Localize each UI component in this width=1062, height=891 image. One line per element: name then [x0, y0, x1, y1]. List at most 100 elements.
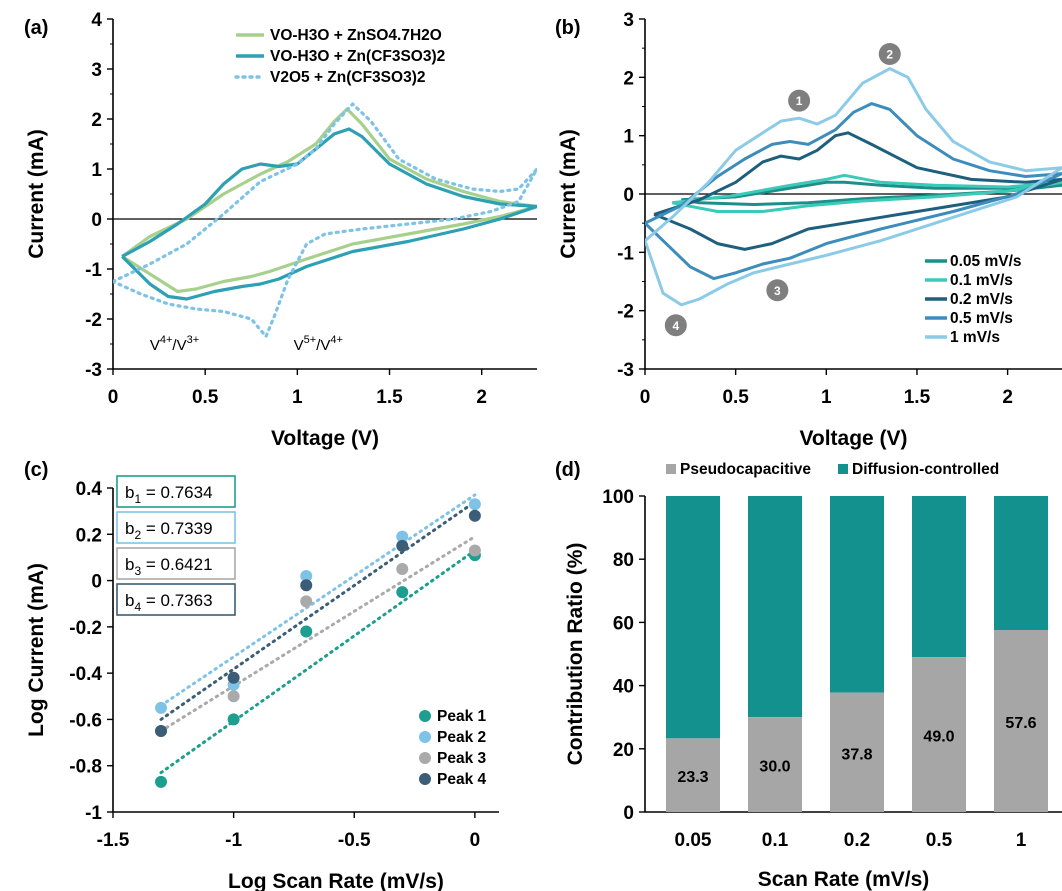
legend-marker [419, 731, 431, 743]
b-symbol: b [125, 483, 134, 502]
y-tick-label: 0 [623, 185, 634, 206]
y-tick-label: 0.4 [76, 479, 103, 500]
x-axis-label: Voltage (V) [799, 427, 907, 450]
bar-diffusion-controlled [830, 496, 884, 693]
peak-marker-badge [766, 279, 789, 302]
cv-curve-2 [121, 127, 537, 301]
annotation-part: V [294, 337, 304, 354]
legend-label: 0.1 mV/s [950, 272, 1013, 289]
annotation-part: /V [316, 337, 330, 354]
b-value-box [116, 583, 236, 616]
legend-marker [419, 752, 431, 764]
cv-curve-rate-4 [645, 102, 1062, 281]
b-value-text: b4 = 0.7363 [125, 591, 213, 614]
x-tick-label: 0.05 [675, 830, 712, 851]
y-tick-label: -2 [85, 310, 102, 331]
bar-diffusion-controlled [994, 496, 1048, 630]
y-tick-label: -0.8 [69, 757, 102, 778]
peak-marker-label: 4 [672, 319, 679, 333]
b-subscript: 4 [134, 600, 141, 614]
x-tick-label: 1.5 [904, 387, 931, 408]
y-axis-label: Contribution Ratio (%) [564, 543, 587, 766]
b-subscript: 2 [134, 528, 141, 542]
b-value: 0.6421 [161, 555, 213, 574]
y-tick-label: 0.2 [76, 525, 102, 546]
data-point-peak-4 [155, 725, 168, 737]
y-tick-label: 1 [91, 160, 102, 181]
x-axis-label: Log Scan Rate (mV/s) [228, 870, 444, 891]
data-point-peak-2 [300, 569, 313, 582]
cv-curve-rate-3 [653, 131, 1062, 251]
legend-label: Pseudocapacitive [680, 461, 811, 478]
cv-curve-rate-5 [645, 67, 1062, 307]
data-point-peak-3 [468, 544, 481, 557]
cv-curve-3 [113, 102, 537, 339]
panel-label: (a) [24, 17, 48, 39]
bar-pseudocapacitive [666, 738, 720, 812]
x-tick-label: 1 [821, 387, 832, 408]
b-value-text: b3 = 0.6421 [125, 555, 213, 578]
y-tick-label: 2 [623, 68, 634, 89]
y-tick-label: 20 [613, 740, 634, 761]
y-tick-label: -3 [85, 360, 102, 381]
x-tick-label: 0.2 [844, 830, 870, 851]
legend-label: 0.2 mV/s [950, 291, 1013, 308]
panel-label: (c) [24, 459, 48, 481]
x-tick-label: 0 [470, 830, 481, 851]
bar-diffusion-controlled [748, 496, 802, 718]
legend-swatch [838, 464, 848, 474]
y-tick-label: 0 [623, 803, 634, 824]
y-tick-label: 1 [623, 127, 634, 148]
y-tick-label: 3 [91, 60, 102, 81]
b-value: 0.7634 [161, 483, 213, 502]
b-subscript: 3 [134, 564, 141, 578]
redox-annotation: V4+/V3+ [150, 334, 199, 354]
bar-data-label: 57.6 [1005, 715, 1036, 732]
y-tick-label: 100 [602, 487, 634, 508]
data-point-peak-4 [468, 509, 481, 522]
annotation-part: /V [172, 337, 186, 354]
annotation-part: 4+ [160, 334, 173, 346]
y-tick-label: -3 [617, 360, 634, 381]
peak-marker-badge [664, 314, 687, 337]
legend-label: Peak 2 [437, 729, 486, 746]
annotation-part: 4+ [330, 334, 343, 346]
data-point-peak-1 [300, 625, 313, 638]
annotation-part: 5+ [304, 334, 317, 346]
panel-b: (b) -3 -2 -1 0 1 2 3 0 0.5 1 1.5 2 Voltage (V) Current… [555, 10, 1062, 450]
x-axis-label: Voltage (V) [271, 427, 379, 450]
b-equals: = [141, 555, 160, 574]
data-point-peak-1 [155, 775, 168, 788]
legend-label: 0.05 mV/s [950, 253, 1022, 270]
data-point-peak-2 [155, 701, 168, 714]
y-tick-label: -1 [617, 243, 634, 264]
y-tick-label: 0 [91, 572, 102, 593]
fit-line-peak-1 [159, 548, 477, 775]
data-point-peak-4 [396, 539, 409, 552]
annotation-part: 3+ [187, 334, 200, 346]
bar-diffusion-controlled [666, 496, 720, 739]
bar-pseudocapacitive [912, 657, 966, 812]
y-axis-label: Log Current (mA) [25, 563, 48, 737]
peak-marker-badge [788, 89, 811, 112]
panel-label: (d) [555, 459, 581, 481]
b-symbol: b [125, 591, 134, 610]
y-tick-label: 2 [91, 110, 102, 131]
bar-data-label: 37.8 [841, 746, 872, 763]
legend-label: VO-H3O + ZnSO4.7H2O [270, 27, 442, 44]
y-tick-label: -0.6 [69, 710, 102, 731]
x-tick-label: 0 [108, 387, 119, 408]
data-point-peak-2 [468, 498, 481, 511]
legend-label: Peak 4 [437, 771, 487, 788]
legend-label: V2O5 + Zn(CF3SO3)2 [270, 69, 425, 86]
data-point-peak-1 [227, 713, 240, 726]
b-equals: = [141, 519, 160, 538]
y-tick-label: 60 [613, 613, 634, 634]
x-tick-label: -0.5 [338, 830, 371, 851]
y-tick-label: 0 [91, 210, 102, 231]
y-tick-label: -2 [617, 302, 634, 323]
y-tick-label: 3 [623, 10, 634, 31]
panel-label: (b) [555, 17, 581, 39]
legend-label: Peak 3 [437, 750, 487, 767]
b-value: 0.7339 [161, 519, 213, 538]
